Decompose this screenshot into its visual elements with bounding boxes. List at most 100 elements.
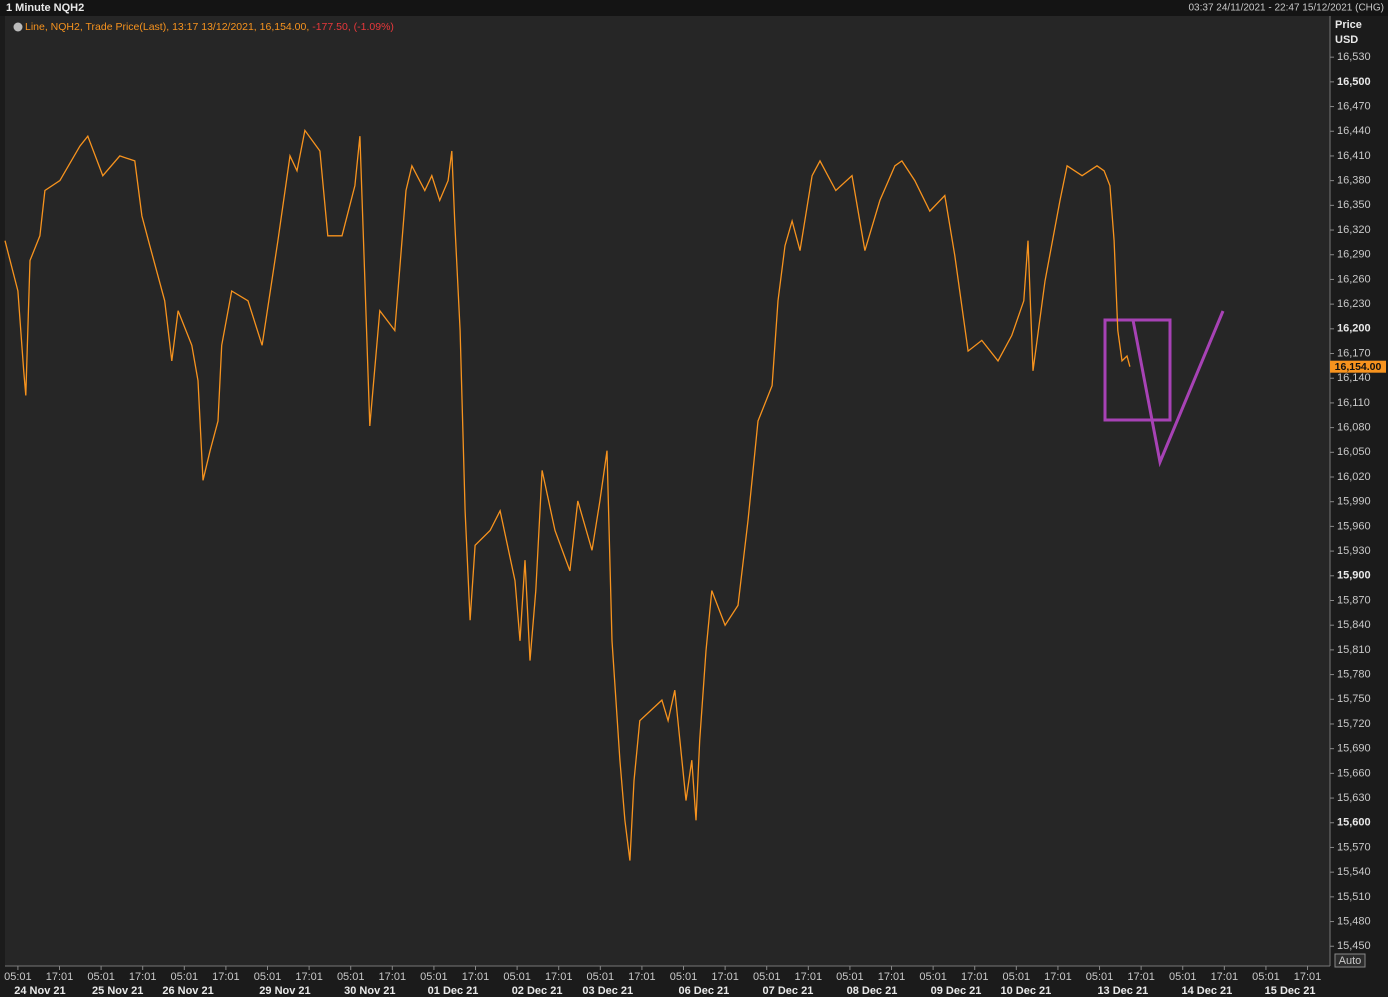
x-tick-label: 17:01 (628, 971, 656, 983)
y-tick-label: 15,690 (1337, 743, 1371, 755)
auto-button-label[interactable]: Auto (1339, 955, 1362, 967)
x-tick-label: 05:01 (836, 971, 864, 983)
date-label: 29 Nov 21 (259, 985, 310, 997)
y-tick-label: 16,050 (1337, 446, 1371, 458)
x-tick-label: 05:01 (1252, 971, 1280, 983)
date-label: 15 Dec 21 (1265, 985, 1316, 997)
y-tick-label: 15,750 (1337, 693, 1371, 705)
x-tick-label: 05:01 (753, 971, 781, 983)
y-tick-label: 15,780 (1337, 668, 1371, 680)
y-tick-label: 15,480 (1337, 915, 1371, 927)
x-tick-label: 17:01 (961, 971, 989, 983)
x-tick-label: 05:01 (254, 971, 282, 983)
date-label: 02 Dec 21 (512, 985, 563, 997)
date-label: 24 Nov 21 (14, 985, 65, 997)
x-tick-label: 05:01 (503, 971, 531, 983)
x-tick-label: 17:01 (1294, 971, 1322, 983)
y-tick-label: 16,020 (1337, 471, 1371, 483)
legend-change: -177.50, (-1.09%) (312, 21, 394, 33)
x-tick-label: 17:01 (295, 971, 323, 983)
x-tick-label: 17:01 (795, 971, 823, 983)
date-label: 01 Dec 21 (428, 985, 479, 997)
y-tick-label: 16,290 (1337, 249, 1371, 261)
date-label: 14 Dec 21 (1181, 985, 1232, 997)
y-tick-label: 16,380 (1337, 175, 1371, 187)
x-tick-label: 17:01 (379, 971, 407, 983)
y-tick-label: 16,230 (1337, 298, 1371, 310)
y-tick-label: 15,900 (1337, 570, 1371, 582)
x-tick-label: 17:01 (545, 971, 573, 983)
y-tick-label: 15,990 (1337, 496, 1371, 508)
y-tick-label: 15,510 (1337, 891, 1371, 903)
y-tick-label: 15,630 (1337, 792, 1371, 804)
y-tick-label: 15,570 (1337, 841, 1371, 853)
date-label: 26 Nov 21 (162, 985, 213, 997)
x-tick-label: 05:01 (1169, 971, 1197, 983)
legend-icon (13, 22, 23, 32)
legend: Line, NQH2, Trade Price(Last), 13:17 13/… (25, 21, 394, 33)
y-tick-label: 16,350 (1337, 199, 1371, 211)
x-tick-label: 05:01 (1086, 971, 1114, 983)
x-tick-label: 17:01 (212, 971, 240, 983)
x-tick-label: 17:01 (1044, 971, 1072, 983)
y-tick-label: 16,470 (1337, 100, 1371, 112)
y-tick-label: 16,170 (1337, 347, 1371, 359)
y-tick-label: 15,660 (1337, 767, 1371, 779)
legend-info: 13:17 13/12/2021, 16,154.00, (172, 21, 309, 33)
date-label: 13 Dec 21 (1097, 985, 1148, 997)
y-tick-label: 15,600 (1337, 817, 1371, 829)
x-tick-label: 17:01 (711, 971, 739, 983)
annotation-drawing (1103, 310, 1225, 468)
annotation-v (1131, 310, 1225, 468)
x-tick-label: 05:01 (4, 971, 32, 983)
date-label: 09 Dec 21 (931, 985, 982, 997)
date-label: 10 Dec 21 (1001, 985, 1052, 997)
date-label: 25 Nov 21 (92, 985, 143, 997)
auto-button[interactable] (1334, 953, 1366, 968)
y-tick-label: 16,140 (1337, 372, 1371, 384)
date-label: 07 Dec 21 (763, 985, 814, 997)
y-axis-unit: USD (1335, 34, 1358, 46)
x-tick-label: 05:01 (1003, 971, 1031, 983)
plot-area (5, 16, 1330, 966)
date-label: 03 Dec 21 (582, 985, 633, 997)
x-tick-label: 05:01 (337, 971, 365, 983)
y-tick-label: 15,870 (1337, 594, 1371, 606)
y-tick-label: 15,930 (1337, 545, 1371, 557)
y-tick-label: 15,720 (1337, 718, 1371, 730)
x-tick-label: 17:01 (462, 971, 490, 983)
y-tick-label: 15,840 (1337, 619, 1371, 631)
last-price-label: 16,154.00 (1335, 361, 1382, 373)
x-tick-label: 05:01 (87, 971, 115, 983)
y-axis-label: Price (1335, 19, 1362, 31)
x-tick-label: 17:01 (1127, 971, 1155, 983)
y-tick-label: 16,200 (1337, 323, 1371, 335)
x-tick-label: 05:01 (171, 971, 199, 983)
last-price-box (1330, 360, 1386, 373)
y-tick-label: 15,810 (1337, 644, 1371, 656)
y-tick-label: 16,440 (1337, 125, 1371, 137)
x-tick-label: 17:01 (46, 971, 74, 983)
x-tick-label: 05:01 (919, 971, 947, 983)
x-tick-label: 17:01 (1211, 971, 1239, 983)
y-tick-label: 15,960 (1337, 520, 1371, 532)
x-tick-label: 05:01 (587, 971, 615, 983)
header-bar (0, 0, 1388, 16)
x-tick-label: 05:01 (420, 971, 448, 983)
date-label: 30 Nov 21 (344, 985, 395, 997)
annotation-box (1103, 318, 1172, 422)
y-tick-label: 16,110 (1337, 397, 1370, 409)
y-tick-label: 16,320 (1337, 224, 1371, 236)
date-label: 08 Dec 21 (847, 985, 898, 997)
x-tick-label: 17:01 (129, 971, 157, 983)
y-tick-label: 16,080 (1337, 422, 1371, 434)
date-label: 06 Dec 21 (679, 985, 730, 997)
y-tick-label: 15,540 (1337, 866, 1371, 878)
chart-title: 1 Minute NQH2 (6, 2, 84, 14)
y-tick-label: 16,260 (1337, 273, 1371, 285)
x-tick-label: 05:01 (670, 971, 698, 983)
legend-series-name: Line, NQH2, Trade Price(Last), (25, 21, 169, 33)
y-tick-label: 16,500 (1337, 76, 1371, 88)
